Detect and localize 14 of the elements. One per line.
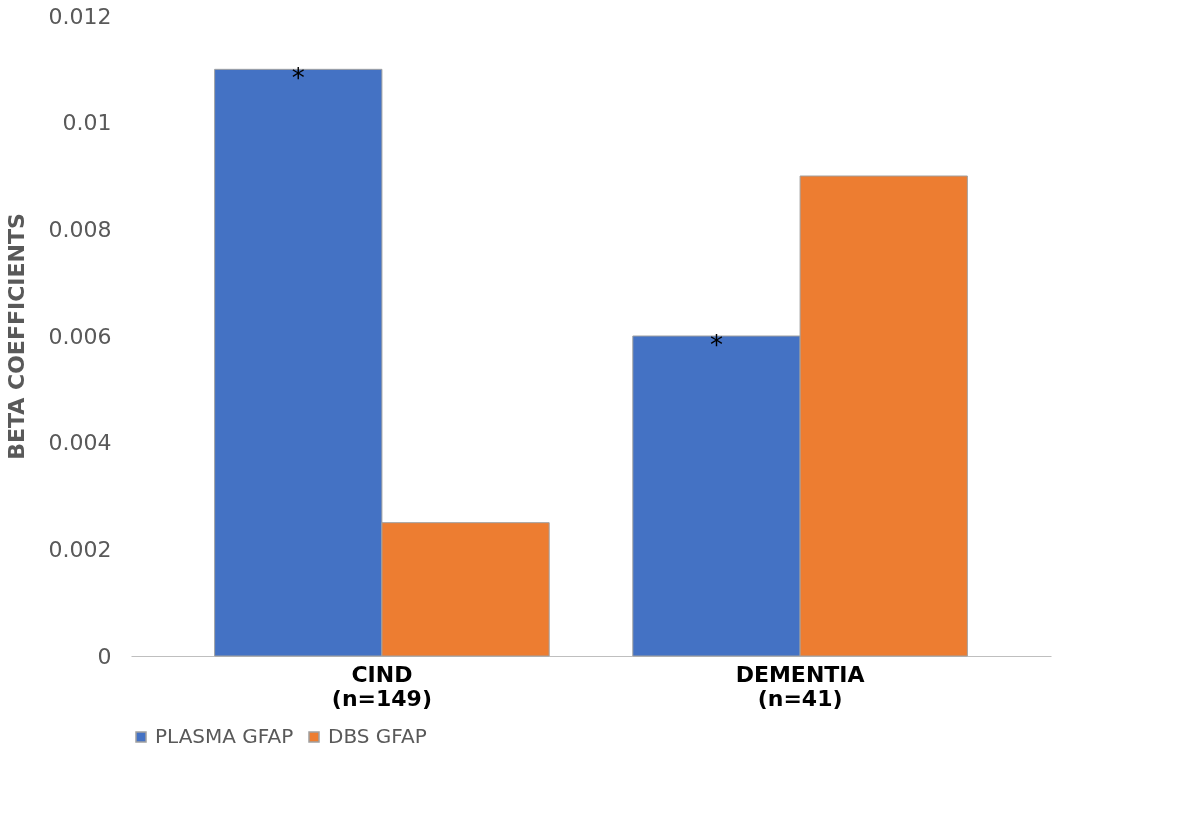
x-tick-label: DEMENTIA (n=41) [735,661,865,711]
y-tick-label: 0.002 [48,536,112,562]
legend-label: DBS GFAP [328,724,427,748]
y-tick-label: 0.008 [48,216,112,242]
x-tick-label: CIND (n=149) [331,661,432,711]
annotation: * [291,63,305,94]
y-tick-label: 0.004 [48,430,112,456]
y-tick-label: 0.006 [48,323,112,349]
annotation: * [709,330,723,360]
legend-label: PLASMA GFAP [155,724,294,748]
y-axis-title: BETA COEFFICIENTS [3,213,29,460]
y-tick-label: 0.01 [62,110,112,136]
y-tick-label: 0 [97,643,112,669]
y-tick-label: 0.012 [48,3,112,29]
